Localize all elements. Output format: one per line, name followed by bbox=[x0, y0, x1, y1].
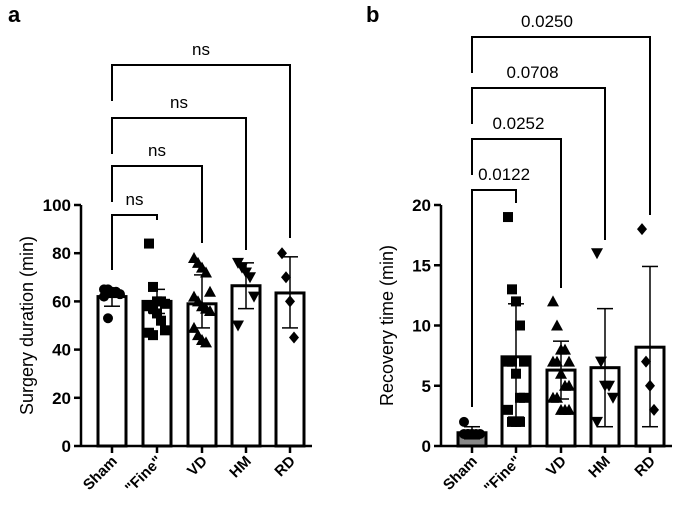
data-point bbox=[244, 272, 256, 284]
significance-label: ns bbox=[126, 190, 144, 209]
data-point bbox=[511, 296, 521, 307]
data-point bbox=[551, 319, 563, 331]
significance-label: 0.0122 bbox=[478, 165, 530, 184]
significance-bracket bbox=[111, 165, 203, 243]
y-tick-label: 20 bbox=[52, 389, 71, 408]
data-point bbox=[281, 271, 291, 284]
significance-label: 0.0252 bbox=[492, 114, 544, 133]
data-point bbox=[160, 325, 170, 336]
data-point bbox=[637, 223, 647, 236]
x-tick-label: HM bbox=[585, 453, 614, 482]
data-point bbox=[559, 343, 571, 355]
data-point bbox=[607, 392, 619, 404]
data-point bbox=[641, 355, 651, 368]
significance-bracket bbox=[471, 36, 651, 215]
significance-label: ns bbox=[148, 141, 166, 160]
data-point bbox=[148, 330, 158, 341]
data-point bbox=[204, 305, 216, 317]
data-point bbox=[591, 248, 603, 260]
data-point bbox=[248, 291, 260, 303]
y-tick-label: 0 bbox=[422, 437, 431, 456]
data-point bbox=[289, 331, 299, 344]
significance-bracket bbox=[111, 214, 158, 270]
significance-bracket bbox=[471, 138, 562, 288]
y-tick-label: 80 bbox=[52, 244, 71, 263]
data-point bbox=[503, 212, 513, 223]
data-point bbox=[503, 404, 513, 415]
y-tick-label: 40 bbox=[52, 341, 71, 360]
significance-bracket bbox=[111, 64, 291, 238]
bar bbox=[230, 284, 262, 448]
x-tick-label: Sham bbox=[80, 453, 121, 494]
data-point bbox=[148, 281, 158, 292]
data-point bbox=[507, 356, 517, 367]
data-point bbox=[551, 391, 563, 403]
y-tick-label: 100 bbox=[43, 196, 71, 215]
data-point bbox=[649, 403, 659, 416]
x-tick-label: VD bbox=[184, 453, 211, 480]
data-point bbox=[160, 298, 170, 309]
panel-label: a bbox=[8, 2, 21, 27]
data-point bbox=[277, 247, 287, 260]
x-tick-label: RD bbox=[271, 453, 298, 480]
y-tick-label: 5 bbox=[422, 377, 431, 396]
data-point bbox=[459, 416, 469, 427]
significance-bracket bbox=[471, 87, 606, 240]
panel-a: a 0 20 40 60 80 100 Surgery duration (min) Sham "… bbox=[8, 2, 312, 497]
panel-b: b 0 5 10 15 20 Recovery time (min) Sham "Fine" VD… bbox=[366, 2, 672, 497]
significance-label: ns bbox=[170, 93, 188, 112]
y-tick-label: 60 bbox=[52, 292, 71, 311]
data-point bbox=[103, 313, 113, 324]
y-tick-label: 20 bbox=[412, 196, 431, 215]
panel-label: b bbox=[366, 2, 379, 27]
x-tick-label: VD bbox=[543, 453, 570, 480]
y-tick-label: 10 bbox=[412, 317, 431, 336]
y-axis-label: Surgery duration (min) bbox=[17, 236, 37, 415]
data-point bbox=[591, 416, 603, 428]
data-point bbox=[551, 355, 563, 367]
data-point bbox=[519, 356, 529, 367]
data-point bbox=[507, 284, 517, 295]
data-point bbox=[603, 380, 615, 392]
data-point bbox=[595, 356, 607, 368]
data-point bbox=[519, 392, 529, 403]
data-point bbox=[475, 428, 485, 439]
y-tick-label: 0 bbox=[62, 437, 71, 456]
significance-label: 0.0708 bbox=[507, 63, 559, 82]
x-tick-label: HM bbox=[226, 453, 255, 482]
data-point bbox=[563, 403, 575, 415]
data-point bbox=[115, 289, 125, 300]
data-point bbox=[99, 291, 109, 302]
significance-bracket bbox=[111, 117, 247, 250]
data-point bbox=[200, 336, 212, 348]
data-point bbox=[515, 416, 525, 427]
data-point bbox=[156, 315, 166, 326]
y-tick-label: 15 bbox=[412, 256, 431, 275]
data-point bbox=[547, 295, 559, 307]
x-tick-label: RD bbox=[631, 453, 658, 480]
data-point bbox=[515, 320, 525, 331]
x-tick-label: "Fine" bbox=[481, 453, 525, 497]
data-point bbox=[144, 238, 154, 249]
y-axis-label: Recovery time (min) bbox=[377, 245, 397, 406]
significance-label: 0.0250 bbox=[521, 12, 573, 31]
significance-label: ns bbox=[192, 40, 210, 59]
data-point bbox=[232, 320, 244, 332]
significance-bracket bbox=[471, 189, 517, 407]
data-point bbox=[204, 285, 216, 297]
x-tick-label: Sham bbox=[440, 453, 481, 494]
data-point bbox=[563, 379, 575, 391]
x-tick-label: "Fine" bbox=[122, 453, 166, 497]
data-point bbox=[563, 355, 575, 367]
